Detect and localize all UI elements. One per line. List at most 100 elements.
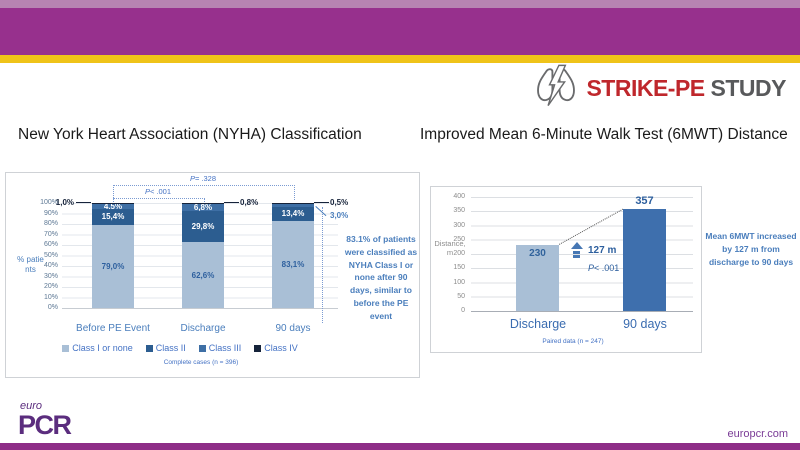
y-axis-tick-label: 50 [457, 292, 465, 300]
bar-segment-class-i-or-none: 79,0% [92, 225, 134, 308]
y-axis-tick-label: 10% [43, 293, 58, 301]
label-connector-line [224, 202, 239, 203]
bar-segment-class-ii: 15,4% [92, 208, 134, 226]
europcr-logo: euro PCR [18, 400, 72, 440]
y-axis-tick-label: 0% [47, 304, 58, 311]
bar-segment-class-iv [92, 203, 134, 205]
stacked-bar: 13,4% 83,1% [272, 203, 314, 308]
y-axis-tick-label: 60% [43, 241, 58, 248]
y-axis-tick-label: 0 [461, 307, 465, 314]
delta-value: 127 m [588, 244, 617, 256]
y-axis-title: % patients [17, 255, 44, 274]
pvalue-discharge-bracket [113, 198, 205, 204]
legend-label: Class III [208, 343, 242, 353]
pvalue-overall-label: P= .328 [189, 174, 217, 183]
annotation-text-pre: Mean 6MWT increased by [705, 231, 797, 255]
up-arrow-icon [570, 242, 583, 258]
study-name-gray: STUDY [710, 74, 787, 101]
external-segment-label: 3,0% [330, 211, 349, 220]
y-axis-tick-label: 20% [43, 283, 58, 290]
delta-annotation: 127 m P< .001 [570, 242, 650, 276]
annotation-highlight: 83.1% [346, 234, 371, 244]
y-axis-title: Distance, m [434, 239, 466, 258]
stacked-bar: 4,5% 15,4% 79,0% [92, 203, 134, 308]
nyha-annotation: 83.1% of patients were classified as NYH… [344, 233, 418, 322]
sample-size-caption: Complete cases (n = 396) [163, 359, 239, 366]
mwt-annotation: Mean 6MWT increased by 127 m from discha… [704, 230, 798, 270]
bar-value-label: 357 [635, 195, 654, 208]
bar-segment-class-iii [272, 203, 314, 207]
study-brand: STRIKE-PE STUDY [533, 64, 787, 112]
legend-swatch-icon [198, 344, 206, 352]
bar-segment-class-i-or-none: 83,1% [272, 220, 314, 308]
y-axis-tick-label: 90% [43, 209, 58, 217]
y-axis-tick-label: 100% [40, 199, 58, 206]
y-axis-tick-label: 200 [453, 250, 465, 257]
legend-item: Class III [198, 343, 242, 353]
annotation-connector-dotted-line [322, 207, 323, 323]
external-segment-label: 1,0% [55, 198, 74, 207]
nyha-chart-panel: P= .328 P< .001 % patients Class I or no… [5, 172, 420, 378]
bar-segment-class-iv [272, 203, 314, 204]
pvalue-overall-bracket [113, 185, 295, 200]
bar-discharge: 230 [516, 245, 559, 311]
label-connector-line [76, 202, 91, 203]
legend-item: Class IV [254, 343, 298, 353]
bar-segment-class-iv [182, 203, 224, 204]
y-axis-tick-label: 300 [453, 221, 465, 229]
legend-item: Class I or none [62, 343, 133, 353]
legend-item: Class II [145, 343, 186, 353]
legend-label: Class IV [264, 343, 298, 353]
x-axis-category-label: Discharge [509, 317, 567, 331]
sample-size-caption: Paired data (n = 247) [542, 338, 604, 345]
legend-label: Class II [155, 343, 186, 353]
header-yellow-stripe [0, 55, 800, 63]
bar-segment-class-iii: 4,5% [92, 204, 134, 209]
bar-90-days [623, 209, 666, 311]
study-name-red: STRIKE-PE [586, 74, 705, 101]
bar-segment-class-ii: 29,8% [182, 211, 224, 243]
y-axis-tick-label: 100 [453, 278, 465, 286]
europcr-logo-pcr: PCR [18, 410, 72, 440]
annotation-text: of patients were classified as NYHA Clas… [344, 234, 418, 321]
x-axis-category-label: Discharge [180, 323, 226, 334]
study-name: STRIKE-PE STUDY [586, 75, 786, 102]
lungs-lightning-icon [533, 64, 579, 112]
nyha-chart-title: New York Heart Association (NYHA) Classi… [18, 126, 362, 143]
pvalue-discharge-label: P< .001 [144, 187, 172, 196]
europcr-logo-euro: euro [20, 400, 43, 412]
footer-purple-band [0, 443, 800, 450]
stacked-bar: 6,8% 29,8% 62,6% [182, 203, 224, 308]
mwt-chart-title: Improved Mean 6-Minute Walk Test (6MWT) … [420, 126, 788, 143]
y-axis-tick-label: 150 [453, 264, 465, 272]
annotation-text-post: from discharge to 90 days [708, 244, 794, 268]
legend-swatch-icon [254, 344, 262, 352]
y-axis-tick-label: 400 [453, 193, 465, 200]
legend-swatch-icon [62, 344, 70, 352]
legend-label: Class I or none [72, 343, 133, 353]
y-axis-tick-label: 250 [453, 235, 465, 243]
y-axis-tick-label: 70% [43, 230, 58, 238]
x-axis-category-label: 90 days [275, 323, 311, 334]
x-axis-category-label: Before PE Event [76, 323, 150, 334]
bar-segment-class-ii: 13,4% [272, 206, 314, 221]
bar-segment-class-iii: 6,8% [182, 203, 224, 211]
website-link: europcr.com [727, 428, 788, 440]
bar-segment-class-i-or-none: 62,6% [182, 242, 224, 308]
nyha-legend: Class I or none Class II Class III Class IV [24, 343, 336, 353]
external-segment-label: 0,5% [330, 198, 349, 207]
annotation-highlight: 127 m [734, 244, 759, 255]
header-light-band [0, 0, 800, 8]
label-connector-line [314, 202, 329, 203]
header-purple-band [0, 8, 800, 55]
mwt-chart-panel: Distance, m 127 m P< .001 Paired data (n… [430, 186, 702, 353]
external-segment-label: 0,8% [240, 198, 259, 207]
y-axis-tick-label: 350 [453, 207, 465, 215]
y-axis-tick-label: 80% [43, 220, 58, 227]
y-axis-tick-label: 40% [43, 262, 58, 269]
y-axis-tick-label: 50% [43, 251, 58, 259]
bar-value-label: 230 [529, 248, 546, 260]
y-axis-tick-label: 30% [43, 272, 58, 280]
x-axis-category-label: 90 days [623, 317, 667, 331]
